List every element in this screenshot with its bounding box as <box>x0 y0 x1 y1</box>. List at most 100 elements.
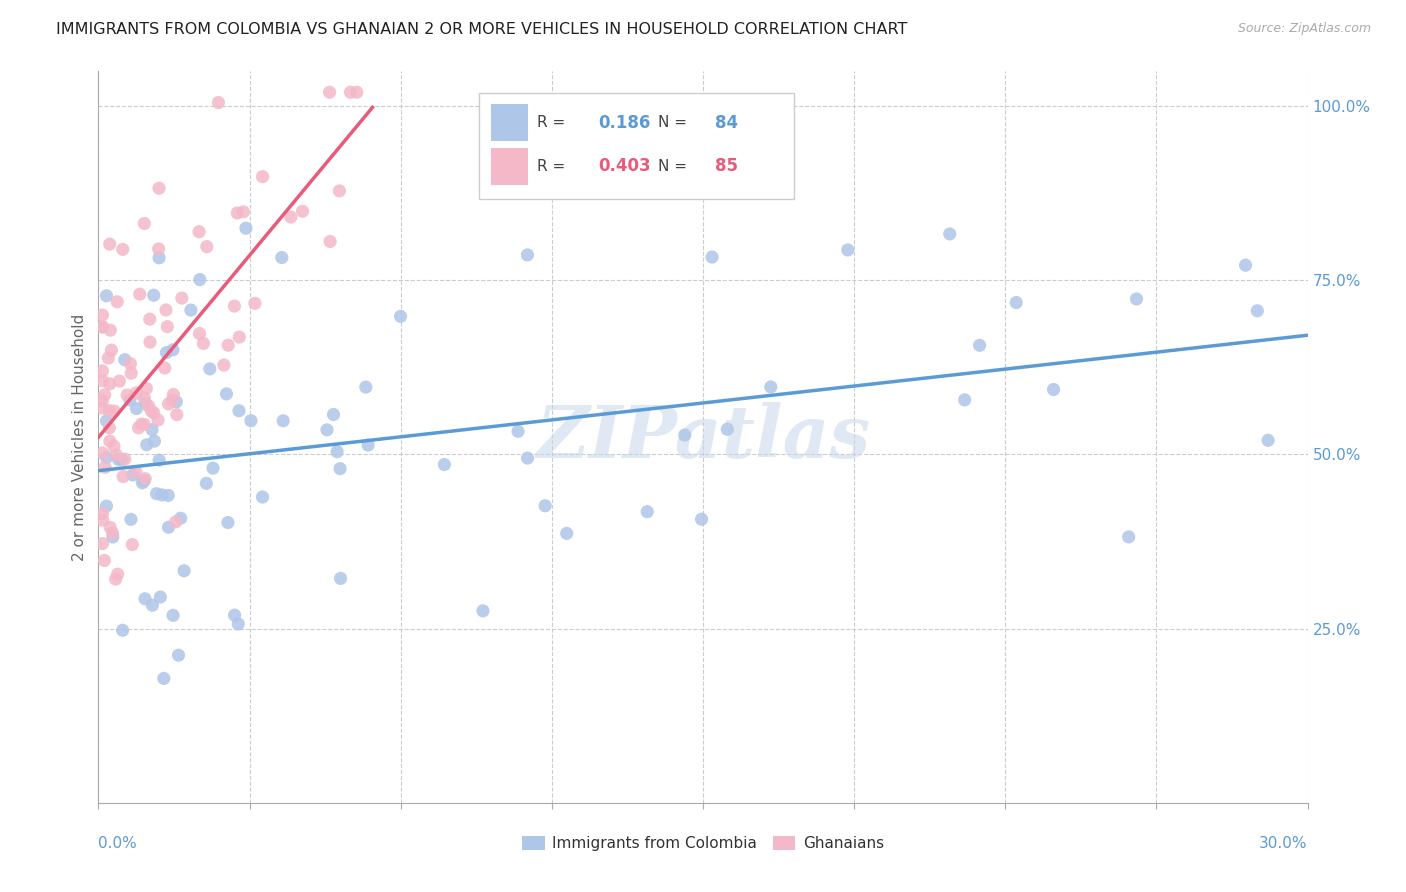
Point <box>326 444 349 458</box>
Text: ZIPatlas: ZIPatlas <box>536 401 870 473</box>
Point <box>148 251 170 265</box>
Point <box>105 448 128 462</box>
Point <box>125 465 148 479</box>
Point <box>104 572 127 586</box>
Point <box>134 217 156 231</box>
Point <box>555 526 578 541</box>
Point <box>166 408 188 422</box>
Legend: Immigrants from Colombia, Ghanaians: Immigrants from Colombia, Ghanaians <box>516 830 890 857</box>
Point <box>114 452 136 467</box>
Point <box>108 374 131 388</box>
Point <box>91 401 114 415</box>
Text: 0.403: 0.403 <box>598 158 651 176</box>
Point <box>162 343 184 357</box>
Point <box>162 387 184 401</box>
Point <box>271 414 294 428</box>
Point <box>354 380 377 394</box>
Point <box>111 624 134 638</box>
Point <box>759 380 782 394</box>
Point <box>322 408 344 422</box>
Point <box>1118 530 1140 544</box>
Point <box>160 392 183 407</box>
Point <box>111 243 134 257</box>
Point <box>243 296 266 310</box>
Text: N =: N = <box>658 115 692 130</box>
Point <box>148 242 170 256</box>
Point <box>98 237 121 252</box>
Text: 30.0%: 30.0% <box>1260 836 1308 851</box>
Point <box>96 499 118 513</box>
Point <box>217 338 239 352</box>
Point <box>125 401 148 416</box>
Point <box>153 672 176 686</box>
Point <box>346 85 368 99</box>
Point <box>207 95 229 110</box>
Point <box>125 386 148 401</box>
Point <box>329 571 352 585</box>
Point <box>141 598 163 612</box>
Point <box>1257 434 1279 448</box>
Point <box>228 403 250 417</box>
Point <box>131 475 153 490</box>
Point <box>534 499 557 513</box>
Point <box>131 417 153 431</box>
Point <box>329 461 352 475</box>
Point <box>193 336 215 351</box>
Point <box>239 414 262 428</box>
Point <box>953 392 976 407</box>
Point <box>93 388 115 402</box>
Point <box>389 310 412 324</box>
Point <box>1005 295 1028 310</box>
Point <box>1234 258 1257 272</box>
Point <box>128 287 150 301</box>
Point <box>96 450 118 465</box>
Point <box>107 567 129 582</box>
Point <box>110 452 132 467</box>
Point <box>101 526 124 541</box>
Point <box>167 648 190 663</box>
Point <box>134 417 156 432</box>
Point <box>636 505 658 519</box>
Point <box>155 345 177 359</box>
Point <box>105 294 128 309</box>
Point <box>138 399 160 413</box>
Point <box>121 538 143 552</box>
Point <box>135 438 157 452</box>
Text: 0.0%: 0.0% <box>98 836 138 851</box>
Point <box>1246 303 1268 318</box>
Point <box>98 434 121 449</box>
Point <box>91 364 114 378</box>
Point <box>94 460 117 475</box>
Point <box>101 530 124 544</box>
Point <box>91 374 114 388</box>
Text: 0.186: 0.186 <box>598 113 650 131</box>
Point <box>139 312 162 326</box>
Text: R =: R = <box>537 159 571 174</box>
Point <box>91 308 114 322</box>
Point <box>103 439 125 453</box>
Point <box>226 206 249 220</box>
Point <box>170 291 193 305</box>
Point <box>91 536 114 550</box>
Point <box>162 608 184 623</box>
Point <box>217 516 239 530</box>
Point <box>318 85 340 99</box>
Point <box>224 608 246 623</box>
Point <box>145 486 167 500</box>
Point <box>120 366 142 380</box>
Point <box>433 458 456 472</box>
Point <box>506 425 529 439</box>
Point <box>1125 292 1147 306</box>
Point <box>118 392 141 407</box>
Point <box>938 227 960 241</box>
Point <box>139 335 162 350</box>
Point <box>316 423 339 437</box>
Text: Source: ZipAtlas.com: Source: ZipAtlas.com <box>1237 22 1371 36</box>
Point <box>837 243 859 257</box>
Point <box>141 404 163 418</box>
Point <box>516 248 538 262</box>
FancyBboxPatch shape <box>479 94 793 200</box>
Point <box>134 591 156 606</box>
Point <box>180 303 202 318</box>
Point <box>516 451 538 466</box>
